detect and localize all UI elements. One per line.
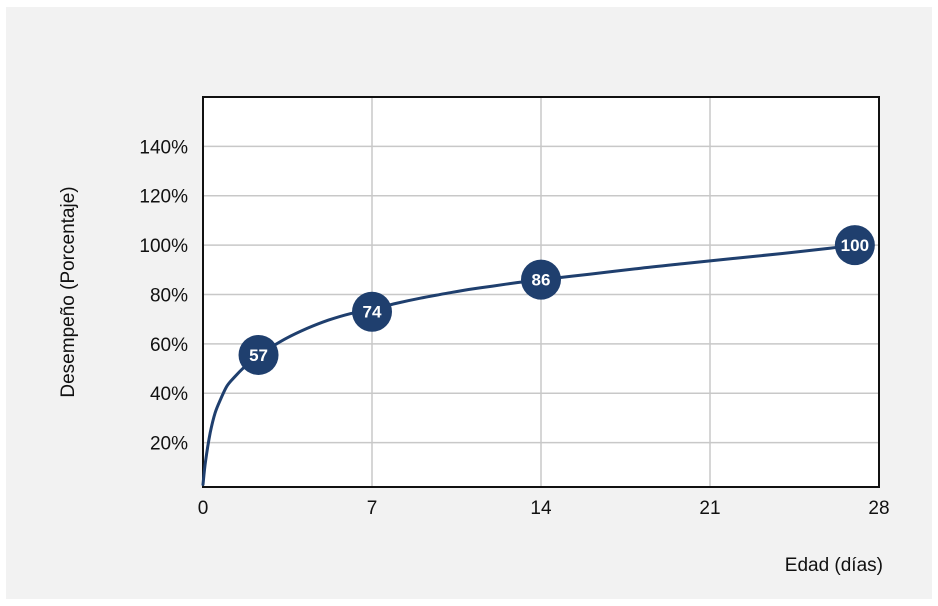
y-tick-label: 120% <box>139 187 188 208</box>
y-tick-label: 20% <box>150 434 188 455</box>
plot-area-border <box>202 96 880 488</box>
x-tick-label: 7 <box>367 498 378 519</box>
performance-chart: 57 74 86 100 0 7 14 21 28 20% 40% 60% 80% 100% 120% 14… <box>58 96 890 576</box>
y-tick-label: 40% <box>150 384 188 405</box>
x-tick-label: 28 <box>868 498 889 519</box>
y-tick-label: 100% <box>139 236 188 257</box>
data-point-marker <box>521 259 561 300</box>
data-point-marker <box>352 291 392 332</box>
y-tick-label: 60% <box>150 335 188 356</box>
markers-layer: 57 74 86 100 <box>238 225 875 375</box>
x-tick-label: 0 <box>198 498 209 519</box>
y-tick-label: 140% <box>139 137 188 158</box>
x-axis-title: Edad (días) <box>785 555 883 576</box>
data-point-label: 86 <box>532 271 551 290</box>
data-point-label: 74 <box>363 303 382 322</box>
x-tick-label: 14 <box>530 498 552 519</box>
x-tick-label: 21 <box>699 498 720 519</box>
y-tick-label: 80% <box>150 285 188 306</box>
data-point-label: 57 <box>249 346 268 365</box>
data-point-marker <box>238 334 279 375</box>
data-point-label: 100 <box>841 236 869 255</box>
tick-labels: 0 7 14 21 28 20% 40% 60% 80% 100% 120% 140% <box>139 137 889 519</box>
chart-panel: 57 74 86 100 0 7 14 21 28 20% 40% 60% 80% 100% 120% 14… <box>6 7 932 599</box>
data-point-marker <box>834 225 875 266</box>
y-axis-title: Desempeño (Porcentaje) <box>58 186 79 397</box>
